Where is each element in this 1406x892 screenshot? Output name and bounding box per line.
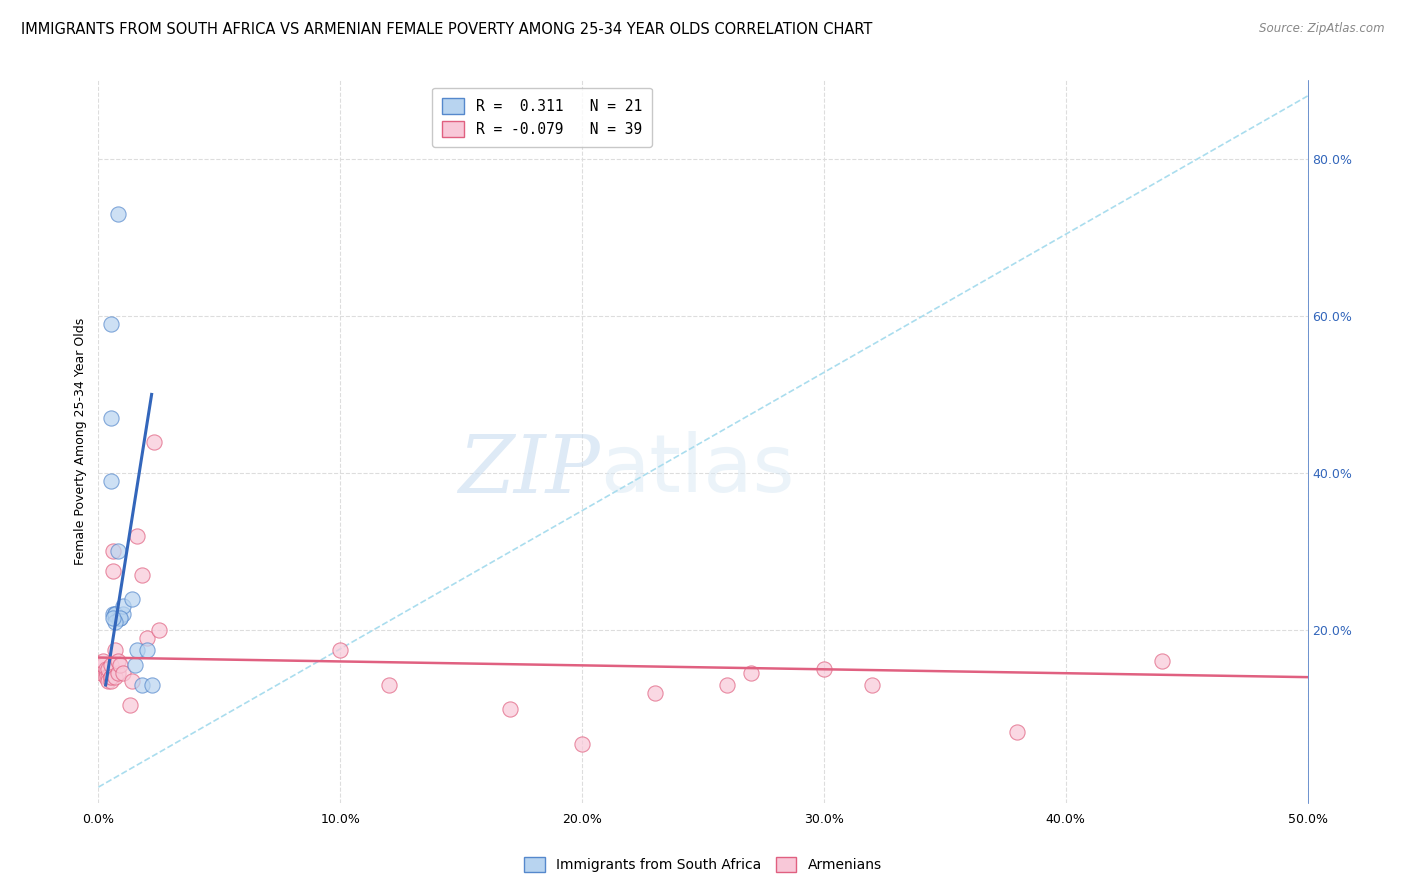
Point [644, 686, 666, 700]
Point [571, 737, 593, 751]
Point [498, 701, 520, 715]
Point [131, 568, 153, 582]
Point [91, 655, 114, 669]
Text: IMMIGRANTS FROM SOUTH AFRICA VS ARMENIAN FEMALE POVERTY AMONG 25-34 YEAR OLDS CO: IMMIGRANTS FROM SOUTH AFRICA VS ARMENIAN… [21, 22, 873, 37]
Point [107, 207, 129, 221]
Point [111, 666, 134, 681]
Point [97, 674, 120, 689]
Point [97, 662, 120, 676]
Point [100, 474, 122, 488]
Y-axis label: Female Poverty Among 25-34 Year Olds: Female Poverty Among 25-34 Year Olds [75, 318, 87, 566]
Point [90, 666, 112, 681]
Point [101, 611, 124, 625]
Point [118, 698, 141, 712]
Point [377, 678, 399, 692]
Point [100, 411, 122, 425]
Point [131, 678, 153, 692]
Point [143, 434, 166, 449]
Point [104, 607, 127, 622]
Point [104, 642, 127, 657]
Point [148, 623, 170, 637]
Point [94, 662, 117, 676]
Point [135, 642, 157, 657]
Legend: Immigrants from South Africa, Armenians: Immigrants from South Africa, Armenians [516, 848, 890, 880]
Point [860, 678, 883, 692]
Point [1007, 725, 1029, 739]
Point [1152, 655, 1174, 669]
Point [108, 611, 131, 625]
Legend: R =  0.311   N = 21, R = -0.079   N = 39: R = 0.311 N = 21, R = -0.079 N = 39 [432, 87, 652, 147]
Point [101, 564, 124, 578]
Point [813, 662, 835, 676]
Point [111, 607, 134, 622]
Point [108, 611, 131, 625]
Point [127, 642, 149, 657]
Point [111, 599, 134, 614]
Point [94, 666, 117, 681]
Point [716, 678, 738, 692]
Point [101, 607, 124, 622]
Point [329, 642, 352, 657]
Point [107, 544, 129, 558]
Point [135, 631, 157, 645]
Point [101, 544, 124, 558]
Point [100, 658, 122, 673]
Point [91, 658, 114, 673]
Point [121, 591, 143, 606]
Point [100, 674, 122, 689]
Text: atlas: atlas [600, 432, 794, 509]
Text: Source: ZipAtlas.com: Source: ZipAtlas.com [1260, 22, 1385, 36]
Point [104, 607, 127, 622]
Point [107, 655, 129, 669]
Point [108, 658, 131, 673]
Point [124, 658, 146, 673]
Point [121, 674, 143, 689]
Point [141, 678, 163, 692]
Point [94, 670, 117, 684]
Point [107, 666, 129, 681]
Text: ZIP: ZIP [458, 432, 600, 509]
Point [104, 670, 127, 684]
Point [100, 670, 122, 684]
Point [97, 670, 120, 684]
Point [127, 529, 149, 543]
Point [104, 615, 127, 630]
Point [100, 317, 122, 331]
Point [740, 666, 762, 681]
Point [100, 670, 122, 684]
Point [107, 611, 129, 625]
